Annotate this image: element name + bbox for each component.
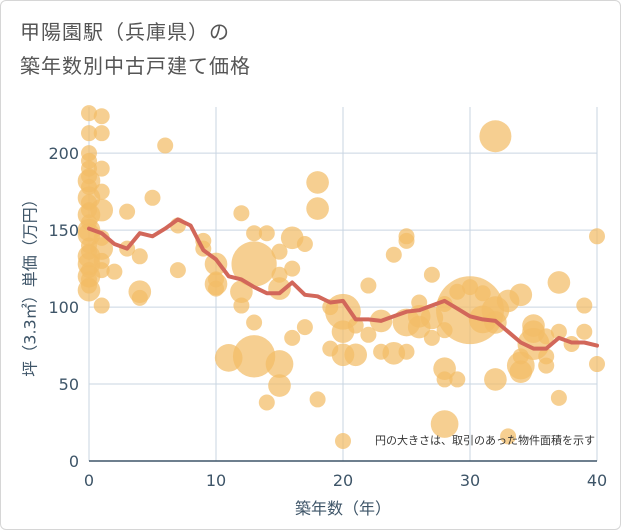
bubble-point-56 — [246, 314, 263, 331]
bubble-point-78 — [335, 432, 351, 449]
bubble-point-41 — [157, 137, 174, 154]
bubble-point-113 — [500, 428, 517, 445]
bubble-point-69 — [296, 319, 313, 336]
bubble-point-100 — [436, 371, 453, 388]
x-tick-label-0: 0 — [84, 471, 94, 490]
bubble-point-59 — [258, 394, 275, 411]
bubble-point-52 — [233, 297, 250, 314]
bubble-point-51 — [230, 280, 253, 304]
chart-title: 甲陽園駅（兵庫県）の 築年数別中古戸建て価格 — [20, 15, 251, 83]
bubble-point-37 — [131, 248, 148, 265]
bubble-point-106 — [474, 285, 491, 302]
bubble-point-66 — [284, 260, 301, 277]
bubble-point-82 — [360, 326, 377, 343]
y-tick-label-200: 200 — [48, 144, 79, 163]
bubble-point-130 — [589, 228, 605, 245]
y-tick-label-0: 0 — [69, 452, 79, 471]
bubble-point-28 — [90, 198, 114, 222]
bubble-point-25 — [93, 125, 110, 142]
y-tick-label-50: 50 — [59, 375, 79, 394]
bubble-point-117 — [509, 360, 533, 384]
bubble-point-67 — [284, 329, 301, 346]
bubble-point-50 — [233, 205, 250, 222]
bubble-point-129 — [576, 323, 593, 340]
x-axis-label: 築年数（年） — [295, 499, 391, 518]
bubble-point-85 — [385, 246, 402, 263]
size-annotation: 円の大きさは、取引のあった物件面積を示す — [375, 433, 595, 447]
bubble-point-123 — [538, 357, 555, 374]
y-tick-labels: 0 50 100 150 200 — [48, 144, 79, 471]
bubble-point-40 — [144, 189, 161, 206]
bubble-point-121 — [538, 328, 555, 345]
bubble-point-101 — [430, 410, 459, 438]
bubble-point-1 — [81, 125, 97, 142]
bubble-point-34 — [106, 263, 123, 280]
y-tick-label-100: 100 — [48, 298, 79, 317]
bubble-point-70 — [306, 171, 329, 194]
bubble-point-114 — [509, 283, 533, 307]
bubble-point-54 — [246, 225, 263, 242]
bubble-point-108 — [479, 120, 512, 153]
bubble-point-80 — [344, 343, 368, 367]
bubble-point-57 — [232, 335, 276, 378]
trend-line — [87, 217, 599, 351]
bubble-point-60 — [271, 243, 288, 260]
bubble-point-39 — [131, 289, 148, 306]
bubble-point-42 — [169, 262, 186, 279]
x-tick-label-30: 30 — [460, 471, 480, 490]
y-tick-label-150: 150 — [48, 221, 79, 240]
bubble-point-81 — [360, 277, 377, 294]
bubble-point-24 — [93, 108, 110, 125]
chart-title-line2: 築年数別中古戸建て価格 — [20, 54, 251, 78]
bubble-layer — [77, 105, 605, 449]
bubble-point-26 — [93, 160, 110, 177]
bubble-point-27 — [93, 183, 110, 200]
bubble-point-64 — [268, 374, 291, 397]
x-tick-label-40: 40 — [587, 471, 607, 490]
bubble-point-68 — [296, 235, 313, 252]
bubble-point-63 — [265, 350, 294, 378]
x-tick-labels: 0 10 20 30 40 — [84, 471, 607, 490]
bubble-point-30 — [90, 237, 114, 260]
bubble-point-128 — [576, 297, 593, 314]
bubble-point-32 — [93, 262, 110, 279]
bubble-point-35 — [119, 203, 136, 220]
bubble-point-71 — [306, 197, 329, 220]
bubble-point-49 — [208, 280, 224, 297]
bubble-point-126 — [550, 389, 567, 406]
bubble-point-0 — [81, 105, 97, 122]
bubble-point-88 — [398, 232, 415, 249]
x-tick-label-10: 10 — [206, 471, 226, 490]
bubble-point-55 — [231, 241, 277, 287]
bubble-point-23 — [77, 278, 101, 302]
bubble-point-58 — [258, 225, 275, 242]
bubble-point-103 — [449, 371, 466, 388]
bubble-point-125 — [550, 323, 567, 340]
bubble-point-90 — [398, 343, 415, 360]
chart-title-line1: 甲陽園駅（兵庫県）の — [20, 20, 230, 44]
bubble-point-79 — [347, 317, 364, 334]
bubble-point-124 — [547, 271, 571, 294]
bubble-point-111 — [484, 368, 507, 391]
bubble-point-72 — [309, 391, 326, 408]
bubble-point-96 — [423, 329, 440, 346]
x-tick-label-20: 20 — [333, 471, 353, 490]
bubble-point-86 — [382, 341, 406, 365]
bubble-point-131 — [589, 356, 605, 373]
bubble-point-94 — [423, 266, 440, 283]
bubble-point-33 — [93, 297, 110, 314]
y-axis-label: 坪（3.3㎡）単価（万円） — [21, 191, 40, 376]
